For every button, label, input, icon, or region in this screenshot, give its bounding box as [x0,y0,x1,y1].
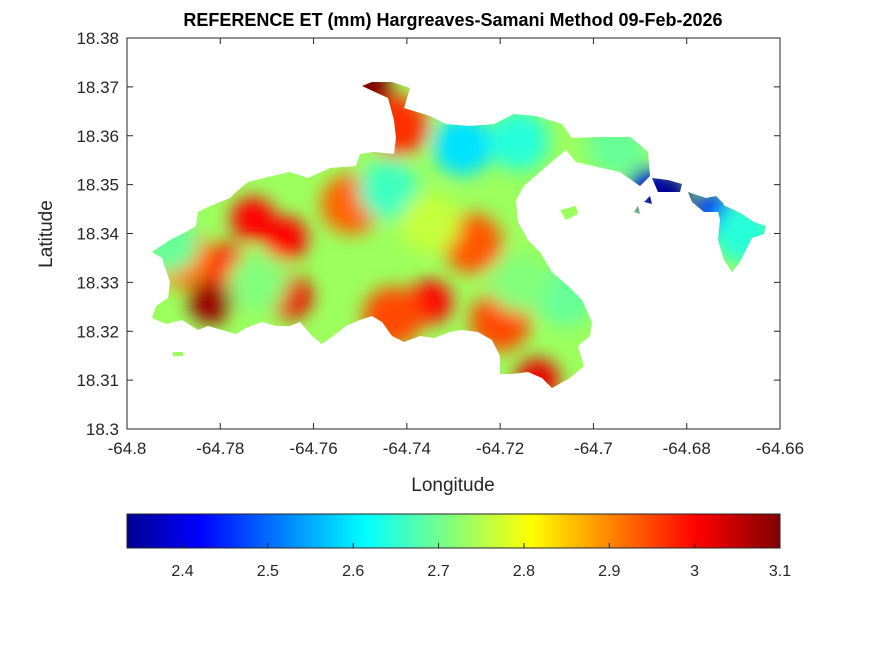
y-tick-label: 18.37 [76,78,119,97]
y-tick-label: 18.34 [76,225,119,244]
y-tick-label: 18.32 [76,322,119,341]
x-axis-label: Longitude [411,475,494,496]
y-tick-labels: 18.3 18.31 18.32 18.33 18.34 18.35 18.36 18.37 1… [76,29,119,439]
colorbar-tick-label: 2.5 [257,563,279,580]
x-tick-label: -64.8 [108,439,147,458]
hotspot-5 [263,216,308,261]
x-tick-label: -64.66 [756,439,804,458]
y-tick-label: 18.3 [86,420,119,439]
colorbar-tick-label: 2.6 [342,563,364,580]
x-tick-label: -64.68 [663,439,711,458]
x-tick-label: -64.76 [289,439,337,458]
chart-title: REFERENCE ET (mm) Hargreaves-Samani Meth… [183,10,722,30]
colorbar-tick-label: 2.7 [427,563,449,580]
x-tick-label: -64.74 [383,439,431,458]
colorbar-tick-label: 3.1 [769,563,791,580]
hotspot-15 [432,115,493,176]
colorbar-tick-label: 2.8 [513,563,535,580]
hotspot-22 [400,193,461,254]
plot-frame [126,37,781,430]
colorbar-tick-label: 2.4 [171,563,193,580]
colorbar [126,513,781,549]
colorbar-tick-label: 3 [690,563,699,580]
y-tick-label: 18.38 [76,29,119,48]
x-tick-label: -64.72 [476,439,524,458]
hotspot-18 [227,252,288,313]
hotspot-1 [189,279,233,324]
y-axis-label: Latitude [36,200,57,268]
hotspot-21 [488,252,549,313]
colorbar-tick-label: 2.9 [598,563,620,580]
hotspot-16 [488,110,549,171]
hotspot-17 [358,159,419,220]
y-tick-label: 18.31 [76,371,119,390]
y-tick-label: 18.35 [76,176,119,195]
y-tick-label: 18.33 [76,273,119,292]
colorbar-tick-labels: 2.4 2.5 2.6 2.7 2.8 2.9 3 3.1 [171,563,791,580]
colorbar-ticks [181,543,781,548]
x-tick-label: -64.78 [196,439,244,458]
y-tick-label: 18.36 [76,127,119,146]
x-tick-label: -64.7 [574,439,613,458]
x-tick-labels: -64.8 -64.78 -64.76 -64.74 -64.72 -64.7 -64.68… [108,439,804,458]
hotspot-4 [230,196,275,241]
